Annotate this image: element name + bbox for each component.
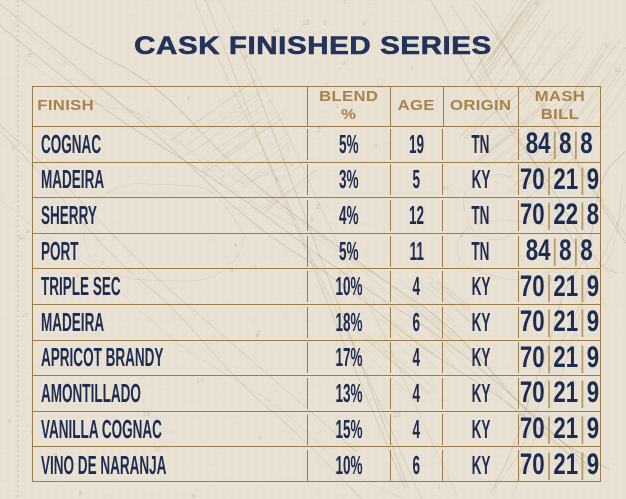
svg-text:12: 12 (19, 235, 26, 241)
svg-text:10: 10 (21, 313, 28, 319)
svg-text:1: 1 (438, 485, 441, 491)
svg-text:11: 11 (614, 67, 621, 74)
svg-text:3: 3 (323, 20, 327, 27)
svg-text:9: 9 (411, 66, 414, 72)
svg-text:12: 12 (302, 20, 310, 27)
